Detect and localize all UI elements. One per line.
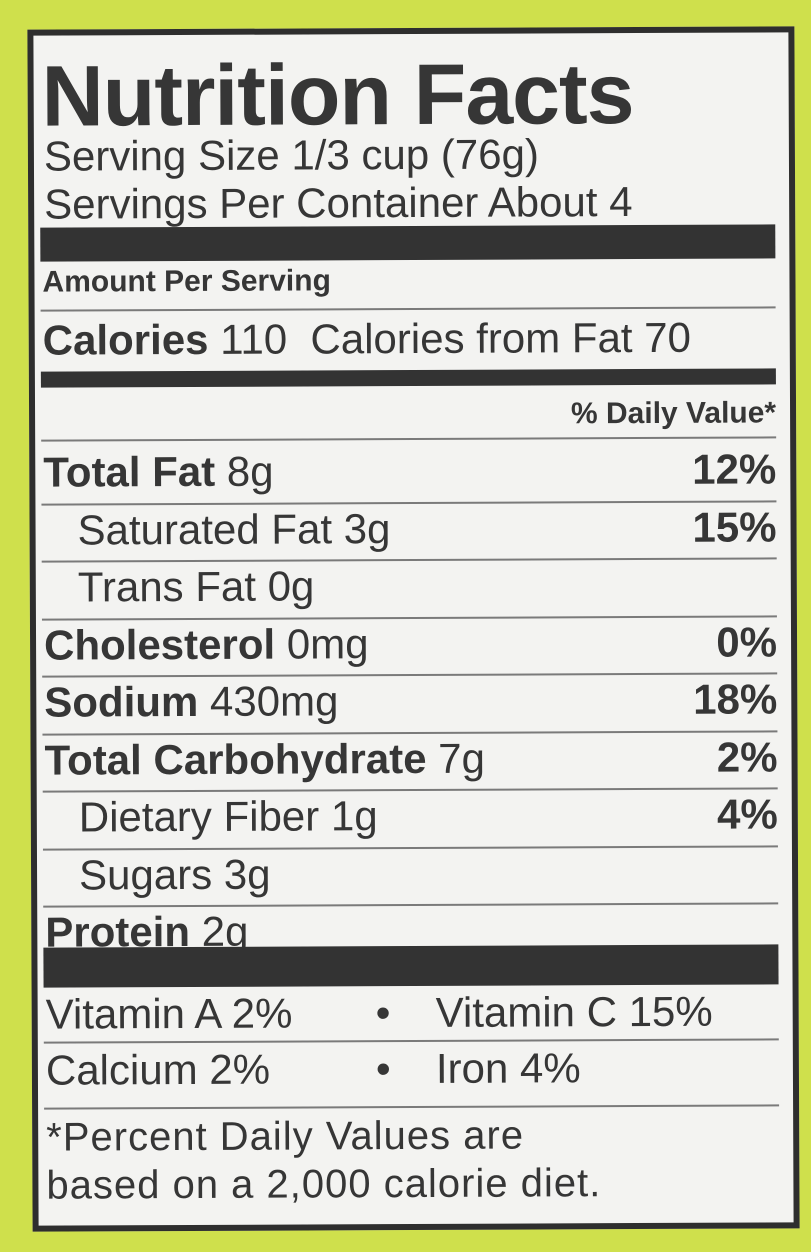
separator: • xyxy=(375,1045,391,1093)
nutrition-facts-panel: Nutrition Facts Serving Size 1/3 cup (76… xyxy=(27,26,800,1232)
nutrient-row: Dietary Fiber 1g 4% xyxy=(45,790,778,841)
daily-value-percent: 18% xyxy=(693,675,778,723)
nutrient-label: Total Carbohydrate 7g xyxy=(44,734,485,784)
nutrient-amount: 1g xyxy=(330,792,378,840)
footnote: *Percent Daily Values are based on a 2,0… xyxy=(46,1110,779,1209)
divider xyxy=(41,614,777,621)
divider xyxy=(43,1038,779,1044)
nutrient-label: Total Fat 8g xyxy=(43,447,274,496)
thick-divider xyxy=(40,224,776,262)
divider xyxy=(40,306,776,312)
calories-value: 110 xyxy=(220,315,288,363)
daily-value-percent: 4% xyxy=(717,790,778,838)
serving-size: Serving Size 1/3 cup (76g) xyxy=(43,130,539,180)
nutrient-name: Total Fat xyxy=(43,447,216,496)
thick-divider xyxy=(43,944,779,988)
nutrient-name: Dietary Fiber xyxy=(78,792,320,841)
nutrient-row: Saturated Fat 3g 15% xyxy=(43,502,777,553)
nutrient-amount: 3g xyxy=(343,504,391,552)
nutrient-label: Dietary Fiber 1g xyxy=(78,792,378,841)
nutrient-label: Saturated Fat 3g xyxy=(77,504,391,553)
vitamin-c: Vitamin C 15% xyxy=(435,987,713,1036)
footnote-line: based on a 2,000 calorie diet. xyxy=(46,1161,602,1208)
calories-label: Calories xyxy=(42,315,209,364)
nutrient-name: Total Carbohydrate xyxy=(44,734,427,784)
nutrient-row: Cholesterol 0mg 0% xyxy=(43,617,778,669)
divider xyxy=(41,499,777,506)
vitamin-a: Vitamin A 2% xyxy=(45,989,293,1038)
divider xyxy=(44,1104,780,1110)
mineral-row: Calcium 2% • Iron 4% xyxy=(45,1044,779,1094)
divider xyxy=(41,436,777,442)
servings-per-container: Servings Per Container About 4 xyxy=(44,178,633,228)
nutrient-amount: 3g xyxy=(223,850,271,898)
daily-value-header: % Daily Value* xyxy=(570,396,777,431)
nutrient-name: Saturated Fat xyxy=(77,504,333,553)
calories-row: Calories 110 Calories from Fat 70 xyxy=(42,313,776,364)
nutrient-name: Cholesterol xyxy=(43,620,276,669)
calories-from-fat-label: Calories from Fat xyxy=(310,314,633,363)
daily-value-percent: 15% xyxy=(692,502,777,551)
nutrient-row: Sugars 3g xyxy=(45,850,778,898)
title: Nutrition Facts xyxy=(41,46,634,145)
nutrient-amount: 0g xyxy=(267,562,315,610)
calcium: Calcium 2% xyxy=(45,1045,271,1094)
nutrient-row: Trans Fat 0g xyxy=(44,562,777,611)
nutrient-amount: 7g xyxy=(438,734,485,782)
nutrient-label: Sugars 3g xyxy=(78,850,271,898)
divider xyxy=(43,902,779,908)
nutrient-row: Total Fat 8g 12% xyxy=(43,445,777,496)
daily-value-percent: 2% xyxy=(716,732,778,781)
daily-value-percent: 0% xyxy=(716,617,778,666)
iron: Iron 4% xyxy=(435,1044,581,1092)
divider xyxy=(42,672,778,678)
footnote-line: *Percent Daily Values are xyxy=(46,1113,525,1160)
nutrient-amount: 430mg xyxy=(209,677,339,725)
nutrient-name: Sodium xyxy=(44,677,199,726)
nutrient-name: Sugars xyxy=(78,850,213,898)
vitamin-row: Vitamin A 2% • Vitamin C 15% xyxy=(45,987,779,1038)
nutrient-label: Cholesterol 0mg xyxy=(43,619,369,669)
nutrient-label: Sodium 430mg xyxy=(44,677,339,726)
nutrient-label: Trans Fat 0g xyxy=(77,562,315,611)
calories-from-fat-value: 70 xyxy=(644,313,692,361)
divider xyxy=(42,844,778,851)
nutrient-amount: 0mg xyxy=(286,619,369,668)
thick-divider xyxy=(40,368,776,388)
divider xyxy=(41,557,777,563)
separator: • xyxy=(375,989,391,1037)
daily-value-percent: 12% xyxy=(692,445,777,493)
nutrient-name: Trans Fat xyxy=(77,562,257,611)
nutrient-row: Total Carbohydrate 7g 2% xyxy=(44,732,778,784)
nutrient-row: Sodium 430mg 18% xyxy=(44,675,778,726)
nutrient-amount: 8g xyxy=(226,447,274,495)
amount-per-serving: Amount Per Serving xyxy=(42,264,331,299)
divider xyxy=(42,787,778,793)
